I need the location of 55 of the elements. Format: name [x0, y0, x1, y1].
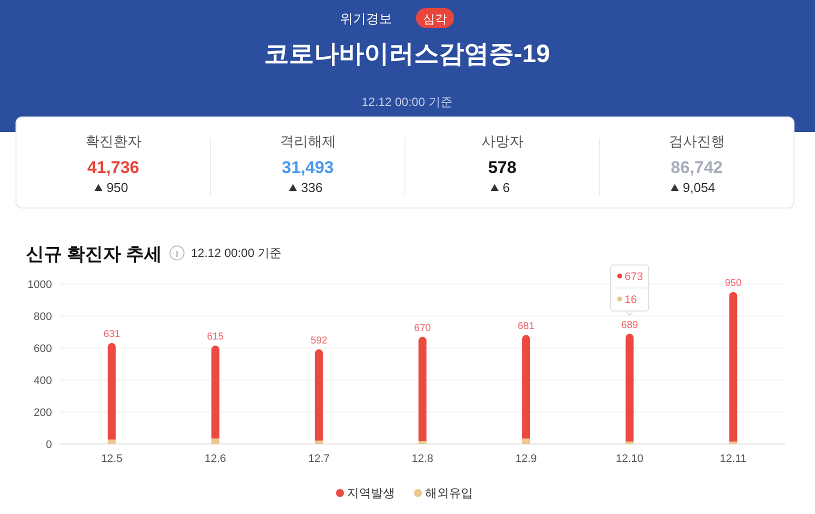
text: 9,054 [682, 180, 716, 195]
total-label: 670 [414, 322, 432, 334]
bar [626, 441, 634, 444]
bar [108, 440, 116, 444]
x-tick-label: 12.5 [101, 453, 122, 465]
bar [211, 438, 220, 444]
bar [729, 292, 738, 442]
bar [522, 335, 530, 439]
y-tick-label: 800 [34, 311, 52, 323]
text: 41,736 [87, 158, 140, 177]
x-tick-label: 12.7 [308, 453, 330, 465]
text: 673 [624, 271, 643, 283]
text: 578 [488, 158, 516, 177]
x-tick-label: 12.8 [412, 453, 434, 465]
text: 코로나바이러스감염증-19 [264, 40, 550, 68]
text: 검사진행 [668, 133, 725, 149]
legend-label: 지역발생 [347, 486, 395, 500]
x-tick-label: 12.11 [720, 453, 747, 465]
y-tick-label: 0 [46, 439, 52, 451]
annotation: 16 [624, 294, 637, 306]
text: 12.12 00:00 기준 [362, 95, 452, 109]
bar [314, 349, 323, 441]
bar [211, 346, 220, 439]
bar [418, 336, 426, 441]
y-tick-label: 400 [34, 375, 52, 387]
text: 336 [300, 180, 323, 195]
y-tick-label: 200 [34, 407, 52, 419]
text: 격리해제 [280, 133, 336, 149]
text: 사망자 [481, 133, 524, 149]
bar [626, 334, 634, 442]
y-tick-label: 600 [34, 343, 52, 355]
total-label: 592 [310, 335, 328, 346]
x-tick-label: 12.9 [515, 453, 537, 465]
total-label: 689 [621, 320, 638, 331]
x-tick-label: 12.6 [204, 453, 226, 465]
chart-subtitle: 12.12 00:00 기준 [191, 246, 282, 260]
text: 위기경보 [340, 11, 392, 26]
total-label: 615 [207, 332, 224, 343]
text: 확진환자 [85, 133, 142, 149]
bar [314, 440, 323, 444]
text: 950 [106, 180, 128, 195]
text: 6 [502, 180, 510, 195]
bar [418, 440, 426, 444]
text: 86,742 [670, 158, 723, 177]
text: 심각 [423, 12, 447, 26]
total-label: 681 [518, 321, 535, 332]
chart-title: 신규 확진자 추세 [26, 244, 162, 264]
x-tick-label: 12.10 [616, 453, 644, 465]
text: 31,493 [282, 158, 334, 177]
bar [108, 343, 116, 440]
total-label: 631 [103, 329, 121, 340]
total-label: 950 [724, 278, 742, 289]
legend-label: 해외유입 [425, 486, 473, 500]
bar [522, 438, 530, 444]
y-tick-label: 1000 [28, 279, 52, 291]
